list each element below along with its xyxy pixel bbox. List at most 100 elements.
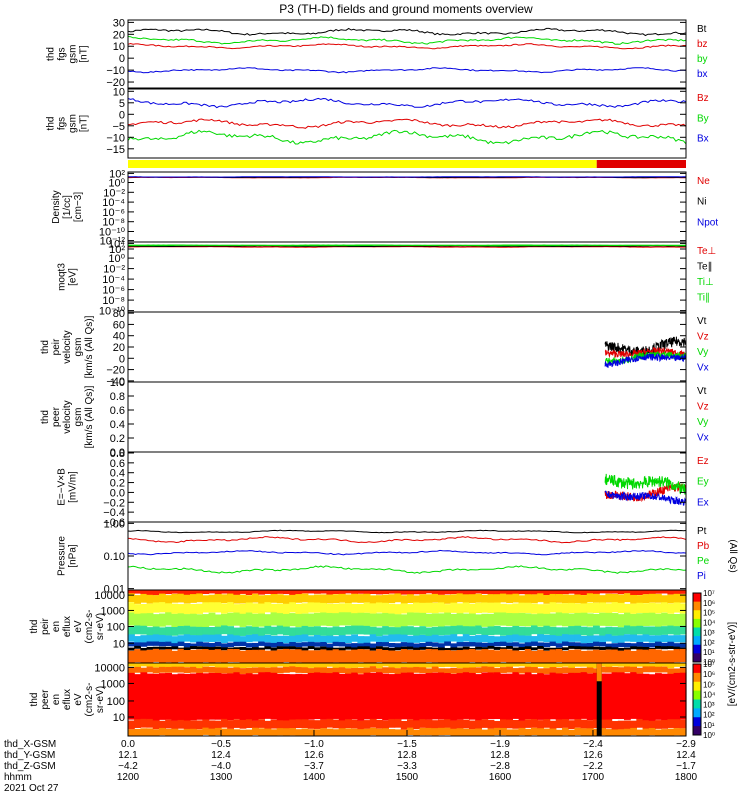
spectro-cell xyxy=(655,645,662,649)
spectro-cell xyxy=(134,719,141,728)
spectro-cell xyxy=(456,613,464,627)
spectro-cell xyxy=(431,590,439,595)
spectro-cell xyxy=(140,718,148,728)
spectro-cell xyxy=(562,634,569,642)
spectro-cell xyxy=(183,728,191,736)
spectro-cell xyxy=(407,667,414,674)
spectro-cell xyxy=(456,625,464,635)
spectro-cell xyxy=(462,649,470,663)
spectro-cell xyxy=(580,667,588,674)
spectro-cell xyxy=(611,666,619,673)
spectro-cell xyxy=(128,729,135,736)
spectro-cell xyxy=(245,602,253,613)
spectro-cell xyxy=(227,612,234,626)
spectro-cell xyxy=(431,663,439,668)
spectro-cell xyxy=(382,612,389,627)
spectro-cell xyxy=(233,635,241,643)
spectro-cell xyxy=(512,634,520,642)
ytick-label: 0.6 xyxy=(110,405,125,417)
xtick-label-0-1: 12.1 xyxy=(118,750,138,761)
legend-bz: bz xyxy=(697,39,708,50)
spectro-cell xyxy=(593,593,600,603)
ytick-label: 10⁰ xyxy=(108,178,125,190)
spectro-cell xyxy=(159,673,166,720)
ytick-label: 1000 xyxy=(101,605,125,617)
spectro-cell xyxy=(326,635,334,643)
spectro-cell xyxy=(679,663,687,667)
spectro-cell xyxy=(630,720,637,730)
spectro-cell xyxy=(214,590,222,595)
spectro-cell xyxy=(221,613,228,628)
spectro-cell xyxy=(190,604,197,615)
spectro-cell xyxy=(159,641,166,647)
legend-Vy: Vy xyxy=(697,417,708,428)
spectro-cell xyxy=(140,667,148,674)
spectro-cell xyxy=(456,663,464,669)
ytick-label: 10⁻² xyxy=(103,264,125,276)
spectro-cell xyxy=(630,590,637,596)
spectro-cell xyxy=(314,647,321,651)
ytick-label: −5 xyxy=(112,121,125,133)
spectro-cell xyxy=(394,634,402,642)
spectro-cell xyxy=(388,729,396,736)
spectro-cell xyxy=(208,612,216,626)
spectro-cell xyxy=(214,614,222,628)
spectro-cell xyxy=(326,627,334,637)
spectro-cell xyxy=(289,666,296,673)
panel-8: 10000 1000 100 10 thd peir en eflux eV (cm2-s-sr-… xyxy=(29,589,687,664)
spectro-cell xyxy=(388,667,396,674)
spectro-cell xyxy=(214,672,222,720)
spectro-cell xyxy=(413,627,420,636)
spectro-cell xyxy=(431,613,439,627)
spectro-cell xyxy=(363,625,371,635)
spectro-cell xyxy=(450,625,458,635)
legend-Pi: Pi xyxy=(697,571,706,582)
spectro-cell xyxy=(338,650,346,663)
spectro-cell xyxy=(159,720,166,730)
spectro-cell xyxy=(183,720,191,730)
spectro-cell xyxy=(345,668,352,675)
spectro-cell xyxy=(202,649,210,663)
spectro-cell xyxy=(345,663,352,669)
ylabel-line: en xyxy=(51,621,62,632)
spectro-cell xyxy=(462,646,470,650)
spectro-cell xyxy=(289,663,296,669)
spectro-cell xyxy=(252,647,259,651)
spectro-cell xyxy=(314,634,321,643)
spectro-cell xyxy=(233,590,241,595)
spectro-cell xyxy=(177,719,185,729)
spectro-cell xyxy=(487,590,495,595)
spectro-cell xyxy=(481,602,489,613)
colorbar-0-seg xyxy=(693,593,701,603)
spectro-cell xyxy=(512,650,520,663)
spectro-cell xyxy=(531,674,538,721)
spectro-cell xyxy=(475,614,482,628)
spectro-cell xyxy=(307,663,315,668)
spectro-cell xyxy=(574,634,582,642)
spectro-cell xyxy=(357,612,365,626)
colorbar-1-seg xyxy=(693,726,701,736)
xtick-label-2-2: −3.7 xyxy=(304,761,324,772)
spectro-cell xyxy=(438,719,445,729)
spectro-cell xyxy=(320,663,327,668)
legend-Vy: Vy xyxy=(697,347,708,358)
spectro-cell xyxy=(400,634,408,642)
colorbar-1-seg xyxy=(693,699,701,709)
spectro-cell xyxy=(289,635,296,644)
spectro-cell xyxy=(500,673,507,721)
spectro-cell xyxy=(171,590,179,594)
plot-title: P3 (TH-D) fields and ground moments over… xyxy=(279,2,533,16)
spectro-cell xyxy=(481,647,489,651)
spectro-cell xyxy=(469,635,476,644)
spectro-cell xyxy=(202,673,210,720)
spectro-cell xyxy=(450,613,458,628)
spectro-cell xyxy=(555,635,563,644)
spectro-cell xyxy=(295,635,303,643)
spectro-cell xyxy=(586,720,594,729)
spectro-cell xyxy=(388,627,396,636)
spectro-cell xyxy=(245,673,253,720)
spectro-cell xyxy=(134,674,141,721)
spectro-cell xyxy=(487,672,495,720)
xtick-label-6-3: 1800 xyxy=(675,772,698,783)
